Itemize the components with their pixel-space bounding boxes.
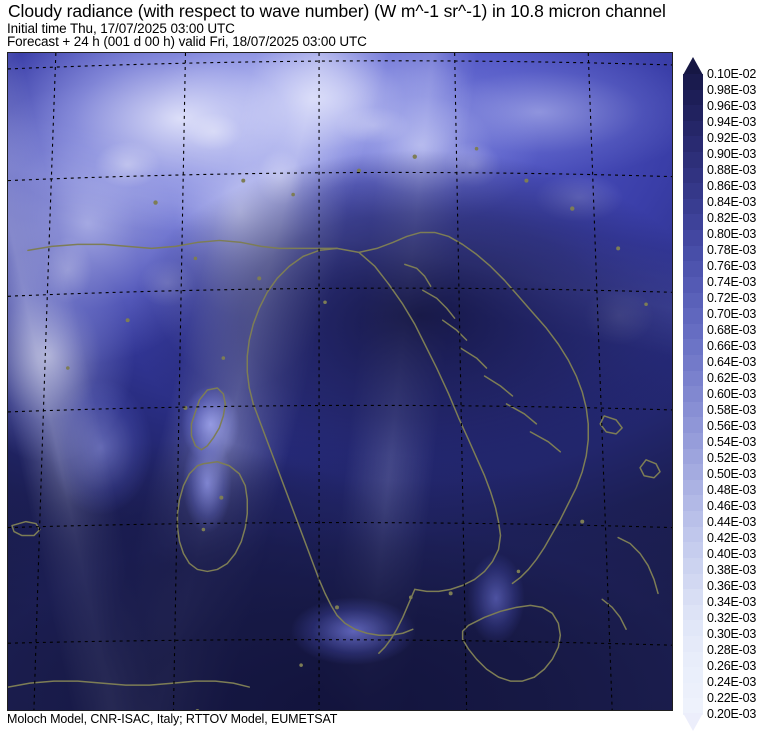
colorbar-segment [683, 448, 703, 465]
colorbar-segment [683, 573, 703, 590]
colorbar-tick-label: 0.60E-03 [707, 387, 757, 401]
colorbar-tick-label: 0.54E-03 [707, 435, 757, 449]
colorbar-tick-label: 0.24E-03 [707, 675, 757, 689]
colorbar-tick-label: 0.92E-03 [707, 131, 757, 145]
colorbar-segment [683, 698, 703, 715]
colorbar-segment [683, 214, 703, 231]
colorbar-segment [683, 339, 703, 356]
colorbar-tick-label: 0.86E-03 [707, 179, 757, 193]
colorbar-segment [683, 323, 703, 340]
colorbar-tick-label: 0.80E-03 [707, 227, 757, 241]
colorbar-tick-label: 0.46E-03 [707, 499, 757, 513]
colorbar-tick-label: 0.26E-03 [707, 659, 757, 673]
colorbar-segment [683, 136, 703, 153]
colorbar-segment [683, 417, 703, 434]
colorbar-tick-label: 0.30E-03 [707, 627, 757, 641]
colorbar-tick-label: 0.82E-03 [707, 211, 757, 225]
colorbar-tick-label: 0.36E-03 [707, 579, 757, 593]
colorbar: 0.10E-02 0.98E-03 0.96E-03 0.94E-03 0.92E-03… [676, 52, 760, 731]
colorbar-segment [683, 401, 703, 418]
colorbar-segment [683, 245, 703, 262]
colorbar-segment [683, 230, 703, 247]
colorbar-tick-label: 0.88E-03 [707, 163, 757, 177]
colorbar-segment [683, 308, 703, 325]
colorbar-tick-label: 0.78E-03 [707, 243, 757, 257]
colorbar-tick-labels: 0.10E-02 0.98E-03 0.96E-03 0.94E-03 0.92E-03… [707, 52, 760, 721]
colorbar-segment [683, 651, 703, 668]
colorbar-tick-label: 0.74E-03 [707, 275, 757, 289]
colorbar-tick-label: 0.72E-03 [707, 291, 757, 305]
colorbar-tick-label: 0.22E-03 [707, 691, 757, 705]
colorbar-segment [683, 542, 703, 559]
colorbar-tick-label: 0.20E-03 [707, 707, 757, 721]
colorbar-tick-label: 0.10E-02 [707, 67, 757, 81]
colorbar-tick-label: 0.98E-03 [707, 83, 757, 97]
colorbar-segment [683, 120, 703, 138]
colorbar-tick-label: 0.38E-03 [707, 563, 757, 577]
colorbar-tick-label: 0.50E-03 [707, 467, 757, 481]
colorbar-segment [683, 635, 703, 653]
colorbar-tick-label: 0.96E-03 [707, 99, 757, 113]
colorbar-segment [683, 276, 703, 294]
colorbar-gradient [683, 74, 703, 715]
colorbar-segment [683, 511, 703, 528]
colorbar-segment [683, 464, 703, 481]
forecast-validity-label: Forecast + 24 h (001 d 00 h) valid Fri, … [7, 34, 367, 49]
colorbar-tick-label: 0.40E-03 [707, 547, 757, 561]
colorbar-tick-label: 0.68E-03 [707, 323, 757, 337]
colorbar-tick-label: 0.28E-03 [707, 643, 757, 657]
colorbar-segment [683, 479, 703, 497]
coastline-overlay [8, 146, 661, 710]
colorbar-cap-top [683, 57, 703, 75]
colorbar-segment [683, 89, 703, 106]
colorbar-tick-label: 0.44E-03 [707, 515, 757, 529]
edge-vignette [8, 53, 672, 710]
land-signal-layer [8, 53, 672, 710]
colorbar-segment [683, 604, 703, 621]
colorbar-tick-label: 0.66E-03 [707, 339, 757, 353]
colorbar-segment [683, 167, 703, 184]
colorbar-tick-label: 0.58E-03 [707, 403, 757, 417]
colorbar-segment [683, 370, 703, 387]
colorbar-tick-label: 0.64E-03 [707, 355, 757, 369]
colorbar-segment [683, 74, 703, 91]
colorbar-segment [683, 620, 703, 637]
colorbar-segment [683, 682, 703, 699]
colorbar-tick-label: 0.32E-03 [707, 611, 757, 625]
colorbar-segment [683, 261, 703, 278]
colorbar-segment [683, 589, 703, 606]
page-title: Cloudy radiance (with respect to wave nu… [8, 1, 666, 21]
colorbar-segment [683, 198, 703, 216]
colorbar-tick-label: 0.94E-03 [707, 115, 757, 129]
colorbar-tick-label: 0.56E-03 [707, 419, 757, 433]
colorbar-tick-label: 0.70E-03 [707, 307, 757, 321]
model-credits: Moloch Model, CNR-ISAC, Italy; RTTOV Mod… [7, 712, 338, 726]
colorbar-segment [683, 183, 703, 200]
map-panel [7, 52, 673, 711]
colorbar-segment [683, 386, 703, 403]
colorbar-segment [683, 495, 703, 512]
colorbar-tick-label: 0.84E-03 [707, 195, 757, 209]
colorbar-tick-label: 0.76E-03 [707, 259, 757, 273]
colorbar-cap-bottom [683, 713, 703, 731]
initial-time-label: Initial time Thu, 17/07/2025 03:00 UTC [7, 21, 235, 36]
colorbar-segment [683, 292, 703, 309]
colorbar-segment [683, 526, 703, 543]
colorbar-segment [683, 152, 703, 169]
radiance-field [8, 53, 672, 710]
colorbar-tick-label: 0.90E-03 [707, 147, 757, 161]
colorbar-tick-label: 0.48E-03 [707, 483, 757, 497]
colorbar-segment [683, 354, 703, 372]
colorbar-tick-label: 0.52E-03 [707, 451, 757, 465]
colorbar-tick-label: 0.34E-03 [707, 595, 757, 609]
colorbar-segment [683, 433, 703, 450]
colorbar-segment [683, 667, 703, 684]
colorbar-segment [683, 557, 703, 575]
colorbar-tick-label: 0.62E-03 [707, 371, 757, 385]
colorbar-segment [683, 105, 703, 122]
graticule-overlay [8, 53, 672, 710]
colorbar-tick-label: 0.42E-03 [707, 531, 757, 545]
